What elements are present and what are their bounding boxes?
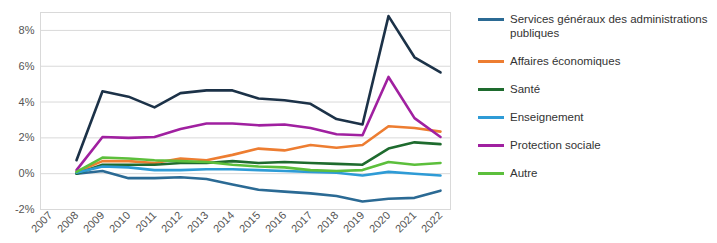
svg-text:4%: 4% <box>19 96 35 108</box>
html-text:Autre: Autre <box>510 167 538 179</box>
svg-text:2013: 2013 <box>185 209 211 235</box>
svg-text:2021: 2021 <box>393 209 419 235</box>
svg-text:2010: 2010 <box>107 209 133 235</box>
svg-text:2016: 2016 <box>263 209 289 235</box>
svg-text:2012: 2012 <box>159 209 185 235</box>
svg-text:2008: 2008 <box>55 209 81 235</box>
html-text:Services généraux des administ: Services généraux des administrations pu… <box>510 13 708 39</box>
svg-text:2%: 2% <box>19 131 35 143</box>
html-text:Enseignement: Enseignement <box>510 111 584 123</box>
svg-text:8%: 8% <box>19 24 35 36</box>
svg-text:2014: 2014 <box>211 209 237 235</box>
svg-text:2022: 2022 <box>419 209 445 235</box>
html-text:Protection sociale: Protection sociale <box>510 139 601 151</box>
html-text:Affaires économiques: Affaires économiques <box>510 55 621 67</box>
svg-text:2020: 2020 <box>367 209 393 235</box>
html-text:Santé: Santé <box>510 83 541 95</box>
svg-text:2009: 2009 <box>81 209 107 235</box>
svg-text:2007: 2007 <box>29 209 55 235</box>
svg-text:2018: 2018 <box>315 209 341 235</box>
svg-text:-2%: -2% <box>15 203 35 215</box>
svg-text:6%: 6% <box>19 60 35 72</box>
svg-text:2019: 2019 <box>341 209 367 235</box>
svg-text:2011: 2011 <box>133 209 158 234</box>
svg-text:2015: 2015 <box>237 209 263 235</box>
svg-text:0%: 0% <box>19 167 35 179</box>
svg-text:2017: 2017 <box>289 209 315 235</box>
